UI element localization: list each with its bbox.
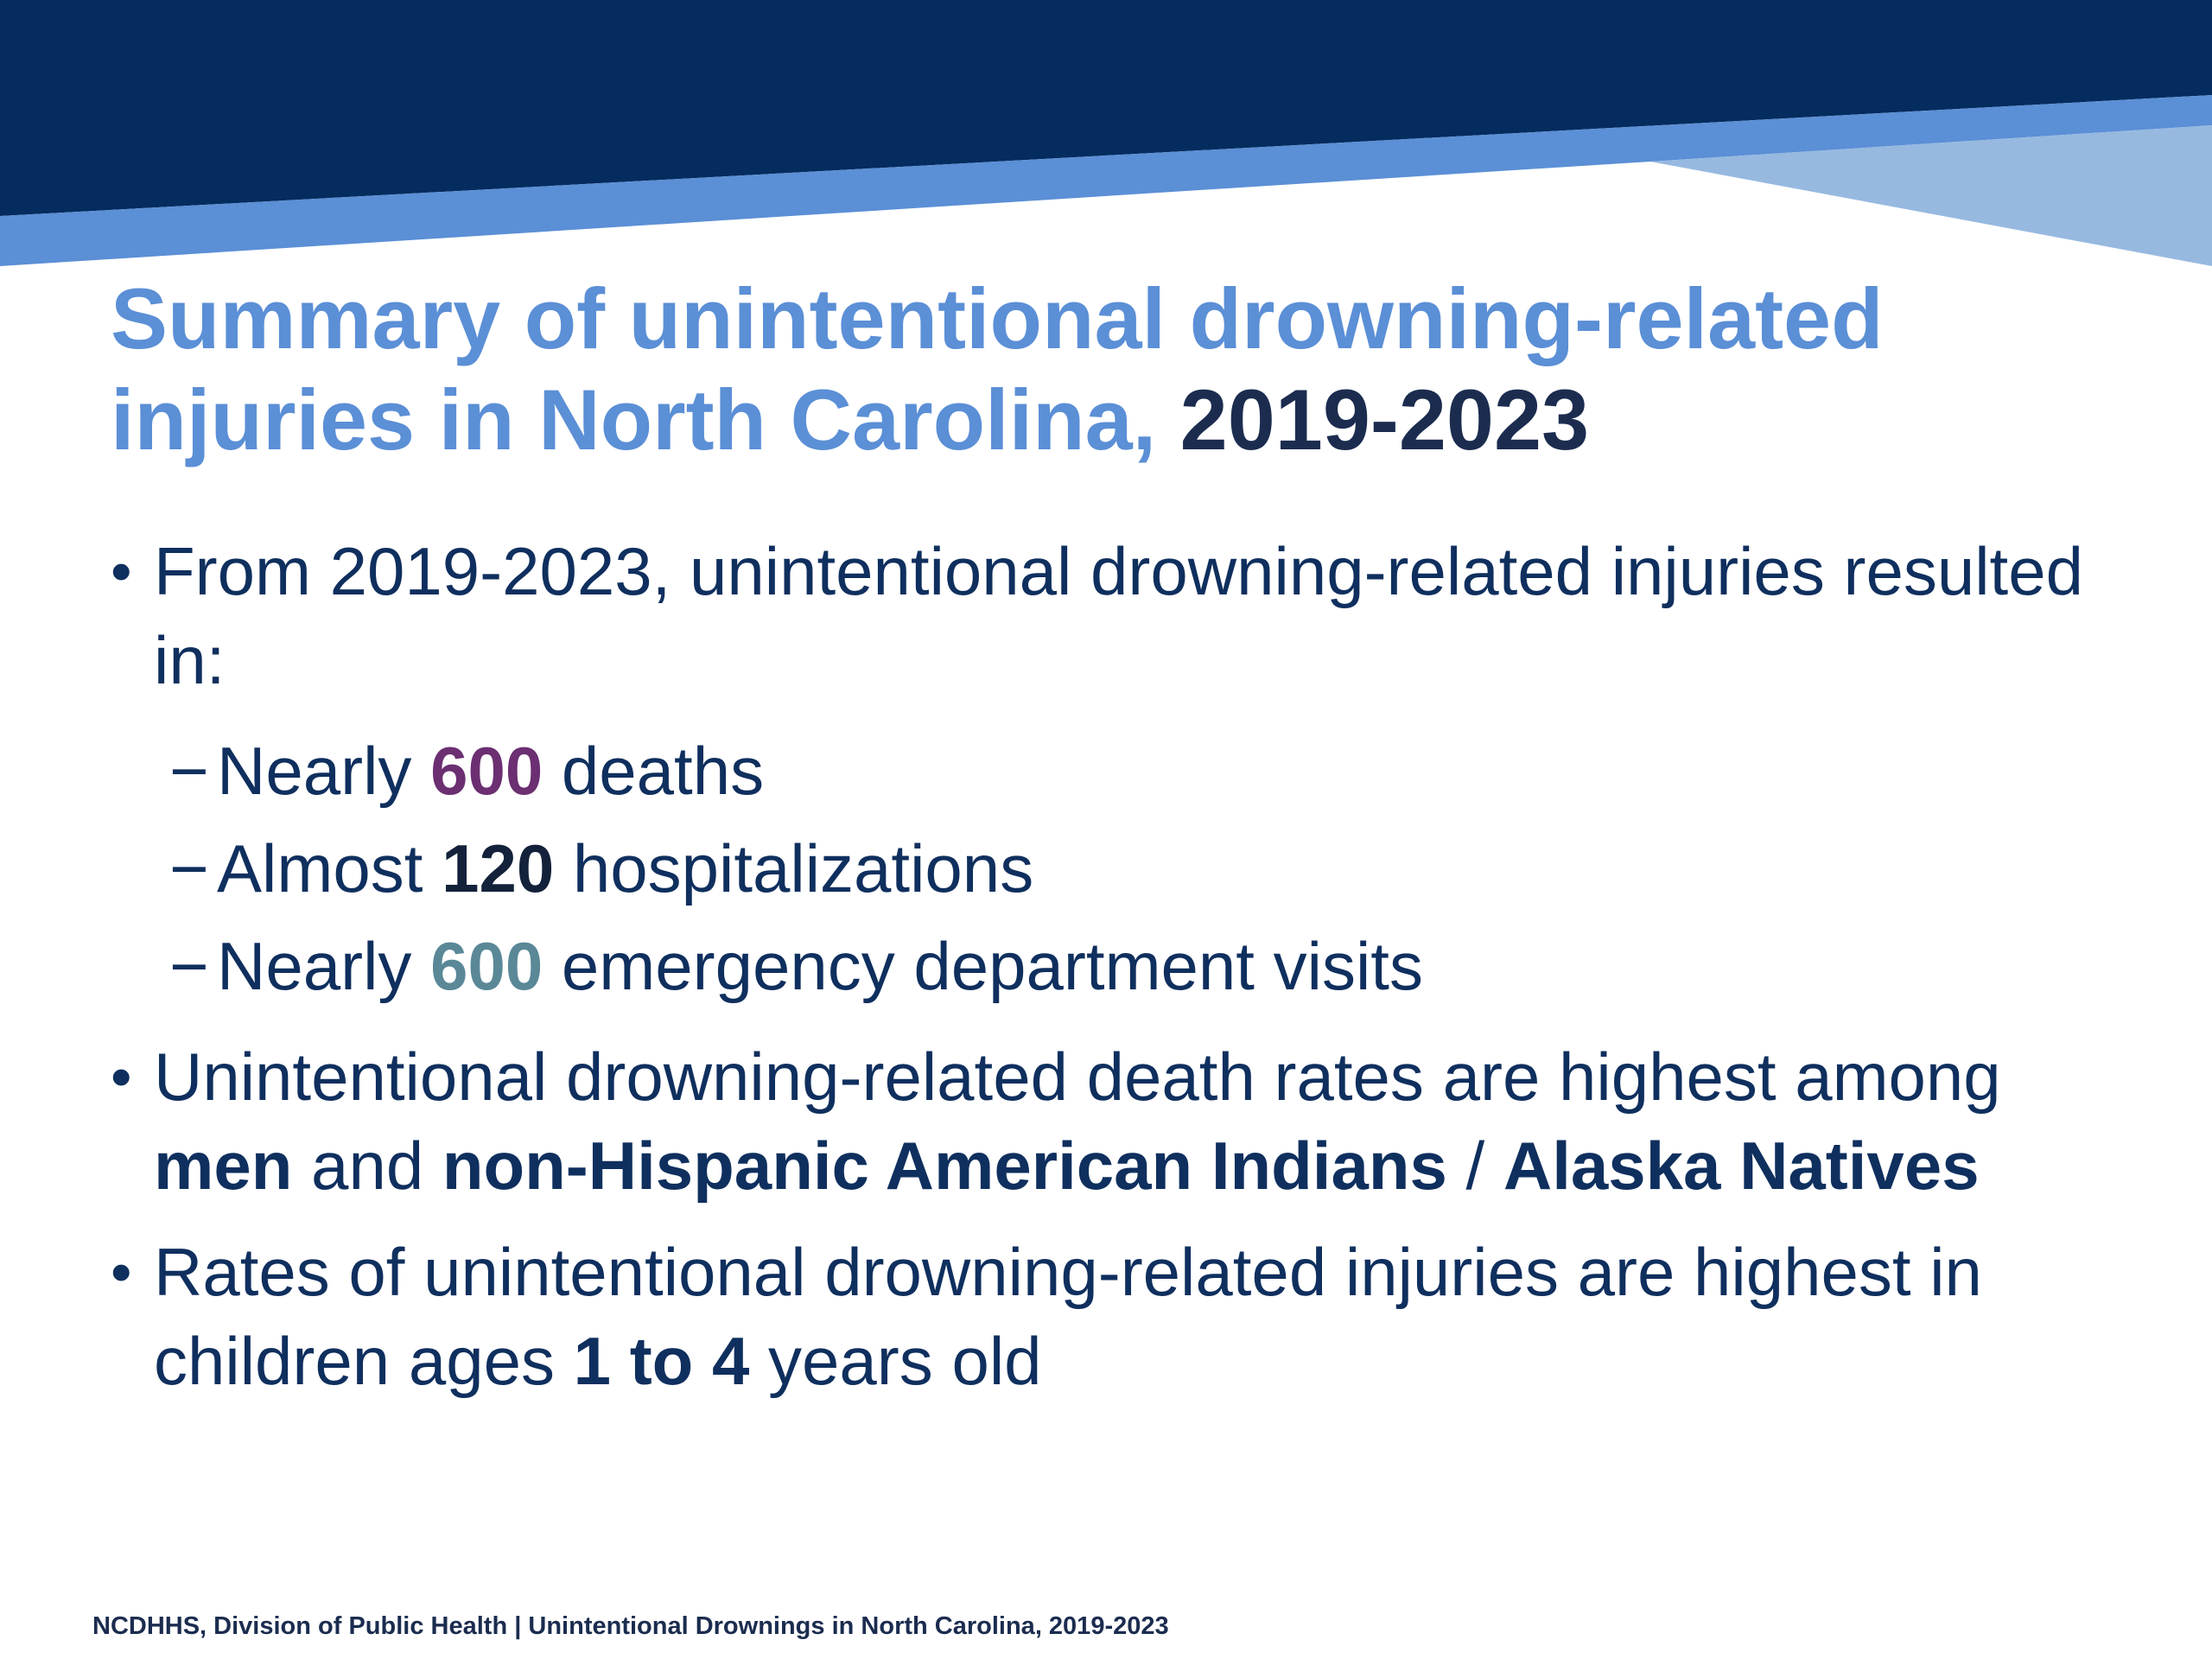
- sub-item-suffix: emergency department visits: [543, 928, 1423, 1004]
- bullet-marker: •: [111, 1238, 132, 1306]
- outcomes-sub-list: − Nearly 600 deaths − Almost 120 hospitali…: [111, 722, 2133, 1015]
- sub-item-suffix: hospitalizations: [554, 830, 1034, 906]
- sub-item-dash: −: [169, 733, 209, 809]
- bullet-marker: •: [111, 1043, 132, 1110]
- sub-item-ed-visits: − Nearly 600 emergency department visits: [111, 918, 2133, 1015]
- bullet-text-part: Unintentional drowning-related death rat…: [154, 1039, 2001, 1115]
- bullet-text-part: /: [1446, 1128, 1503, 1204]
- slide-body: • From 2019-2023, unintentional drowning…: [111, 527, 2133, 1423]
- bullet-text-part: years old: [749, 1323, 1042, 1399]
- highlight-men: men: [154, 1128, 293, 1204]
- bullet-marker: •: [111, 537, 132, 605]
- slide-footer: NCDHHS, Division of Public Health | Unin…: [92, 1612, 1169, 1640]
- highlight-alaska-natives: Alaska Natives: [1503, 1128, 1980, 1204]
- title-year: 2019-2023: [1179, 372, 1590, 467]
- hospitalizations-value: 120: [442, 830, 555, 906]
- sub-item-dash: −: [169, 830, 209, 906]
- sub-item-prefix: Nearly: [217, 733, 431, 809]
- bullet-text-part: Rates of unintentional drowning-related …: [154, 1234, 1982, 1399]
- banner-light-band: [1650, 125, 2212, 266]
- bullet-outcomes: • From 2019-2023, unintentional drowning…: [111, 527, 2133, 705]
- sub-item-prefix: Nearly: [217, 928, 431, 1004]
- sub-item-deaths: − Nearly 600 deaths: [111, 722, 2133, 820]
- slide-title: Summary of unintentional drowning-relate…: [111, 268, 2124, 470]
- header-banner: [0, 0, 2212, 266]
- bullet-children-ages: • Rates of unintentional drowning-relate…: [111, 1228, 2133, 1406]
- bullet-death-rates: • Unintentional drowning-related death r…: [111, 1033, 2133, 1211]
- highlight-aian: non-Hispanic American Indians: [442, 1128, 1447, 1204]
- sub-item-hospitalizations: − Almost 120 hospitalizations: [111, 820, 2133, 918]
- sub-item-suffix: deaths: [543, 733, 765, 809]
- sub-item-dash: −: [169, 928, 209, 1004]
- deaths-value: 600: [430, 733, 543, 809]
- bullet-text-part: and: [292, 1128, 442, 1204]
- sub-item-prefix: Almost: [217, 830, 442, 906]
- bullet-outcomes-text: From 2019-2023, unintentional drowning-r…: [154, 533, 2083, 698]
- banner-dark-band: [0, 0, 2212, 216]
- title-main: Summary of unintentional drowning-relate…: [111, 270, 1884, 467]
- banner-mid-band: [0, 95, 2212, 266]
- highlight-ages: 1 to 4: [573, 1323, 750, 1399]
- ed-visits-value: 600: [430, 928, 543, 1004]
